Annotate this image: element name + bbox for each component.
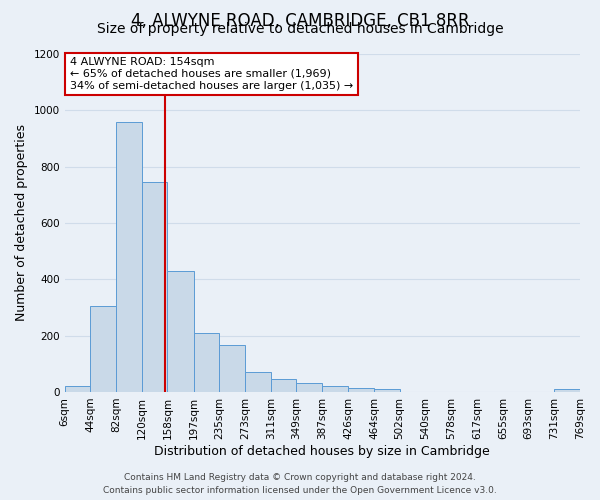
Bar — [245, 372, 271, 392]
Bar — [322, 386, 349, 392]
Bar — [65, 386, 91, 392]
Bar — [296, 382, 322, 392]
Bar — [349, 388, 374, 392]
Bar — [374, 389, 400, 392]
Bar — [271, 378, 296, 392]
Bar — [220, 346, 245, 392]
Text: Contains HM Land Registry data © Crown copyright and database right 2024.
Contai: Contains HM Land Registry data © Crown c… — [103, 474, 497, 495]
Bar — [554, 389, 580, 392]
Text: 4 ALWYNE ROAD: 154sqm
← 65% of detached houses are smaller (1,969)
34% of semi-d: 4 ALWYNE ROAD: 154sqm ← 65% of detached … — [70, 58, 353, 90]
Text: 4, ALWYNE ROAD, CAMBRIDGE, CB1 8RR: 4, ALWYNE ROAD, CAMBRIDGE, CB1 8RR — [131, 12, 469, 30]
Bar — [194, 333, 220, 392]
Bar — [91, 306, 116, 392]
Bar — [167, 271, 194, 392]
Y-axis label: Number of detached properties: Number of detached properties — [15, 124, 28, 322]
Text: Size of property relative to detached houses in Cambridge: Size of property relative to detached ho… — [97, 22, 503, 36]
Bar — [142, 182, 167, 392]
Bar — [116, 122, 142, 392]
X-axis label: Distribution of detached houses by size in Cambridge: Distribution of detached houses by size … — [154, 444, 490, 458]
